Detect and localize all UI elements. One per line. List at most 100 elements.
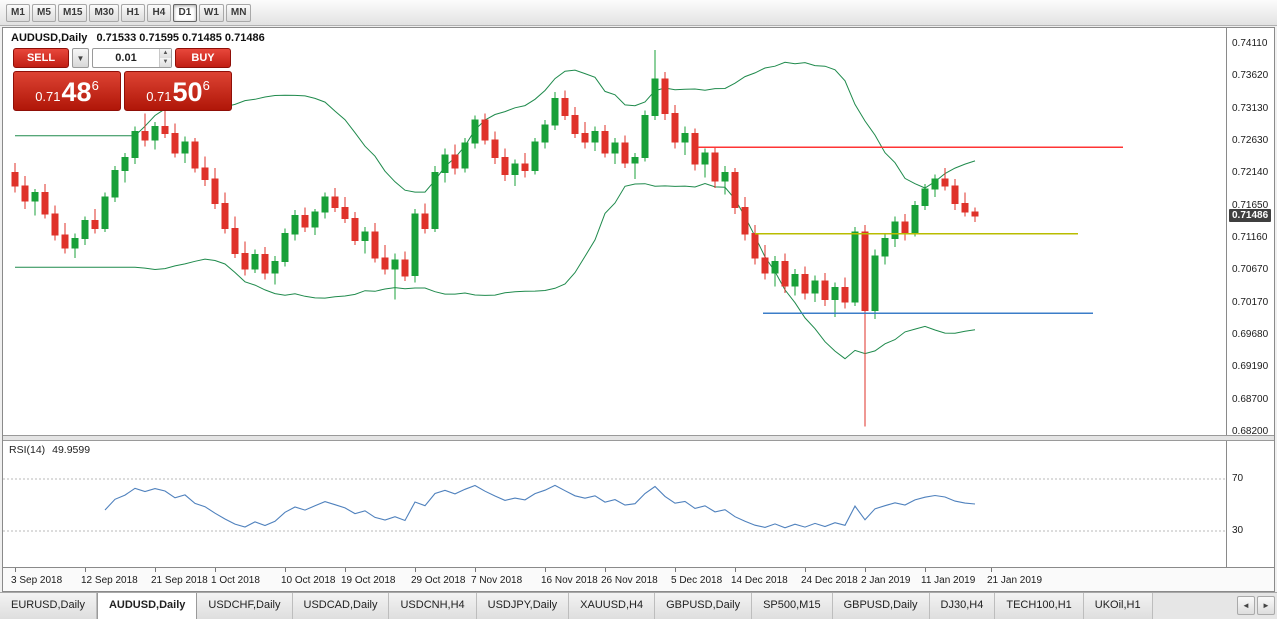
timeframe-button-M1[interactable]: M1 [6, 3, 30, 22]
ask-prefix: 0.71 [146, 89, 172, 104]
price-axis-label: 0.72140 [1232, 167, 1269, 179]
time-axis-tick [605, 568, 606, 572]
price-axis-label: 0.73130 [1232, 102, 1269, 114]
chart-tab-UKOil-H1[interactable]: UKOil,H1 [1083, 593, 1153, 619]
time-axis-label: 3 Sep 2018 [11, 575, 63, 586]
volume-decrease-button[interactable]: ▼ [160, 58, 171, 67]
time-axis-label: 19 Oct 2018 [341, 575, 396, 586]
time-axis-tick [285, 568, 286, 572]
ask-pips: 50 [172, 77, 203, 107]
time-axis-label: 11 Jan 2019 [921, 575, 976, 586]
timeframe-toolbar: M1 M5 M15 M30 H1 H4 D1 W1 MN [0, 0, 1277, 26]
time-axis-tick [991, 568, 992, 572]
rsi-pane[interactable]: RSI(14) 49.9599 [3, 441, 1227, 567]
timeframe-button-M15[interactable]: M15 [58, 3, 88, 22]
chevron-down-icon: ▼ [76, 53, 85, 63]
timeframe-button-D1[interactable]: D1 [172, 3, 197, 22]
rsi-axis[interactable]: 70 30 [1228, 441, 1274, 567]
time-axis-label: 26 Nov 2018 [601, 575, 658, 586]
one-click-trading-panel: SELL ▼ ▲ ▼ BUY 0.71 [13, 48, 235, 111]
chart-tab-GBPUSD-Daily[interactable]: GBPUSD,Daily [655, 593, 753, 619]
volume-field[interactable]: ▲ ▼ [92, 48, 172, 68]
candles [11, 49, 979, 427]
tabs-scroll-right-button[interactable]: ► [1257, 596, 1275, 615]
time-axis-label: 10 Oct 2018 [281, 575, 336, 586]
timeframe-button-H1[interactable]: H1 [120, 3, 145, 22]
rsi-indicator-label: RSI(14) 49.9599 [9, 444, 94, 456]
chart-tab-AUDUSD-Daily[interactable]: AUDUSD,Daily [96, 593, 198, 619]
sell-button[interactable]: SELL [13, 48, 69, 68]
price-axis-label: 0.72630 [1232, 135, 1269, 146]
time-axis-label: 5 Dec 2018 [671, 575, 723, 586]
time-axis-tick [805, 568, 806, 572]
main-chart-pane[interactable]: AUDUSD,Daily 0.71533 0.71595 0.71485 0.7… [3, 28, 1227, 435]
time-axis-label: 1 Oct 2018 [211, 575, 260, 586]
rsi-value: 49.9599 [52, 444, 91, 456]
time-axis-tick [865, 568, 866, 572]
volume-spinner: ▲ ▼ [159, 49, 171, 67]
chart-tab-TECH100-H1[interactable]: TECH100,H1 [995, 593, 1084, 619]
price-axis-label: 0.70670 [1232, 264, 1269, 276]
volume-increase-button[interactable]: ▲ [160, 49, 171, 58]
price-axis-label: 0.69680 [1232, 329, 1269, 340]
price-axis[interactable]: 0.74110 0.73620 0.73130 0.72630 0.72140 0.716… [1228, 28, 1274, 437]
buy-button[interactable]: BUY [175, 48, 231, 68]
chart-tabs: EURUSD,Daily AUDUSD,Daily USDCHF,Daily USDC… [0, 592, 1277, 619]
price-axis-label: 0.71650 [1232, 199, 1269, 211]
time-axis-tick [735, 568, 736, 572]
price-axis-label: 0.70170 [1232, 296, 1269, 308]
time-axis-label: 29 Oct 2018 [411, 575, 466, 586]
ask-price-box[interactable]: 0.71 50 6 [124, 71, 232, 111]
chart-title: AUDUSD,Daily 0.71533 0.71595 0.71485 0.7… [11, 32, 271, 44]
timeframe-button-MN[interactable]: MN [225, 3, 252, 22]
time-axis-label: 14 Dec 2018 [731, 575, 788, 586]
price-axis-label: 0.68700 [1232, 393, 1269, 405]
timeframe-button-W1[interactable]: W1 [198, 3, 224, 22]
order-options-dropdown[interactable]: ▼ [72, 48, 89, 68]
time-axis-label: 21 Jan 2019 [987, 575, 1043, 586]
time-axis-tick [415, 568, 416, 572]
chart-tab-USDCAD-Daily[interactable]: USDCAD,Daily [292, 593, 390, 619]
bid-prefix: 0.71 [35, 89, 61, 104]
time-axis-tick [675, 568, 676, 572]
volume-input[interactable] [93, 52, 159, 64]
time-axis-tick [215, 568, 216, 572]
time-axis[interactable]: 3 Sep 2018 12 Sep 2018 21 Sep 2018 1 Oct 20… [3, 567, 1274, 591]
horizontal-level-lines[interactable] [698, 146, 1123, 315]
chart-tab-SP500-M15[interactable]: SP500,M15 [752, 593, 833, 619]
pane-splitter[interactable] [3, 435, 1274, 441]
price-axis-label: 0.74110 [1232, 38, 1268, 49]
chart-tab-USDCHF-Daily[interactable]: USDCHF,Daily [197, 593, 293, 619]
chart-window: AUDUSD,Daily 0.71533 0.71595 0.71485 0.7… [2, 27, 1275, 592]
time-axis-tick [925, 568, 926, 572]
time-axis-tick [345, 568, 346, 572]
rsi-line [104, 484, 976, 529]
timeframe-button-M5[interactable]: M5 [32, 3, 56, 22]
tab-spacer [1153, 593, 1237, 619]
timeframe-button-H4[interactable]: H4 [146, 3, 171, 22]
price-axis-label: 0.73620 [1232, 70, 1269, 82]
main-chart-canvas[interactable] [3, 28, 1227, 435]
time-axis-label: 7 Nov 2018 [471, 575, 523, 586]
chart-symbol-label: AUDUSD,Daily [11, 32, 88, 44]
time-axis-tick [85, 568, 86, 572]
rsi-level-label: 70 [1232, 473, 1244, 484]
time-axis-label: 24 Dec 2018 [801, 575, 858, 586]
timeframe-button-M30[interactable]: M30 [89, 3, 119, 22]
ask-point: 6 [202, 78, 210, 93]
chart-tab-USDJPY-Daily[interactable]: USDJPY,Daily [476, 593, 570, 619]
chart-tab-DJ30-H4[interactable]: DJ30,H4 [929, 593, 996, 619]
price-axis-label: 0.68200 [1232, 426, 1269, 437]
chart-tab-USDCNH-H4[interactable]: USDCNH,H4 [389, 593, 477, 619]
time-axis-tick [475, 568, 476, 572]
bid-price-box[interactable]: 0.71 48 6 [13, 71, 121, 111]
bid-point: 6 [91, 78, 99, 93]
rsi-chart-canvas[interactable] [3, 441, 1227, 567]
chart-tab-EURUSD-Daily[interactable]: EURUSD,Daily [0, 593, 97, 619]
chart-tab-GBPUSD-Daily[interactable]: GBPUSD,Daily [832, 593, 930, 619]
rsi-level-label: 30 [1232, 525, 1244, 536]
tabs-scroll-left-button[interactable]: ◄ [1237, 596, 1255, 615]
chart-tab-XAUUSD-H4[interactable]: XAUUSD,H4 [569, 593, 656, 619]
time-axis-label: 16 Nov 2018 [541, 575, 598, 586]
